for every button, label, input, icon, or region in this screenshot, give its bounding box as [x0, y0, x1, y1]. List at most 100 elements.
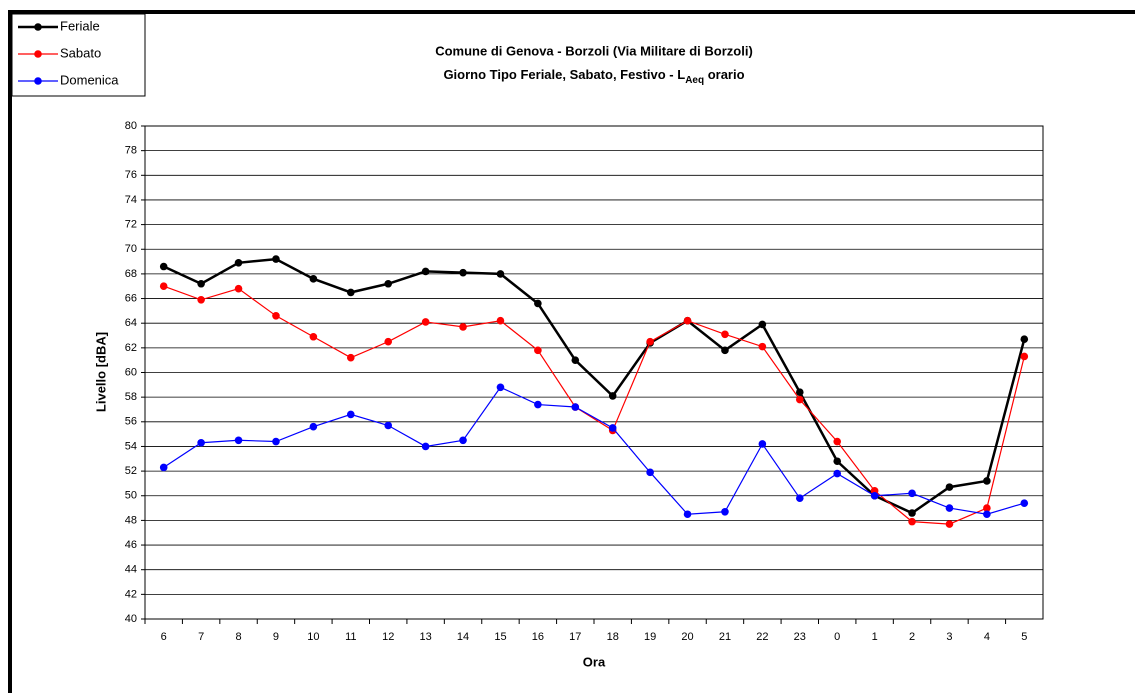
data-point [272, 312, 280, 320]
legend-label: Feriale [60, 18, 100, 33]
x-tick-label: 16 [532, 631, 544, 643]
y-tick-label: 50 [125, 490, 137, 502]
y-tick-label: 48 [125, 514, 137, 526]
data-point [234, 436, 243, 445]
y-tick-label: 70 [125, 243, 137, 255]
x-tick-label: 10 [307, 631, 319, 643]
y-tick-label: 52 [125, 465, 137, 477]
data-point [234, 284, 243, 293]
data-point [983, 504, 991, 512]
data-point [1020, 352, 1029, 361]
data-point [683, 316, 692, 325]
y-tick-label: 44 [125, 564, 137, 576]
data-point [721, 346, 729, 355]
x-tick-label: 0 [834, 631, 840, 643]
legend-marker [34, 23, 42, 31]
data-point [534, 346, 542, 355]
data-point [945, 504, 954, 512]
data-point [608, 424, 617, 432]
data-point [459, 323, 467, 331]
data-point [571, 403, 580, 411]
data-point [870, 491, 879, 500]
data-point [983, 510, 991, 519]
y-axis-label: Livello [dBA] [93, 332, 108, 412]
data-point [833, 457, 842, 466]
data-point [346, 410, 355, 419]
chart-title: Comune di Genova - Borzoli (Via Militare… [435, 43, 753, 58]
data-point [197, 279, 205, 288]
x-tick-label: 13 [420, 631, 432, 643]
subtitle-text: Giorno Tipo Feriale, Sabato, Festivo - L [443, 67, 685, 82]
data-point [534, 299, 542, 308]
x-tick-label: 20 [681, 631, 693, 643]
data-point [309, 275, 318, 283]
legend-label: Domenica [60, 72, 119, 87]
data-point [721, 330, 729, 339]
x-tick-label: 2 [909, 631, 915, 643]
data-point [945, 483, 954, 491]
data-point [795, 395, 804, 404]
y-tick-label: 40 [125, 613, 137, 625]
x-tick-label: 17 [569, 631, 581, 643]
data-point [309, 332, 318, 341]
data-point [646, 337, 654, 346]
data-point [758, 342, 767, 351]
data-point [346, 288, 355, 297]
data-point [908, 517, 916, 526]
y-tick-label: 56 [125, 416, 137, 428]
data-point [833, 437, 842, 446]
series-line [163, 257, 1026, 515]
series-line [163, 386, 1025, 515]
x-tick-label: 12 [382, 631, 394, 643]
data-point [1020, 499, 1029, 507]
data-point [571, 356, 580, 364]
x-tick-label: 4 [984, 631, 990, 643]
y-tick-label: 66 [125, 292, 137, 304]
data-point [833, 469, 842, 478]
legend-marker [34, 50, 42, 58]
x-tick-label: 6 [161, 631, 167, 643]
data-point [496, 270, 505, 278]
subtitle-suffix: orario [704, 67, 745, 82]
y-tick-label: 62 [125, 342, 137, 354]
y-tick-label: 74 [125, 194, 137, 206]
x-tick-label: 23 [794, 631, 806, 643]
x-tick-label: 8 [235, 631, 241, 643]
y-tick-label: 54 [125, 440, 137, 452]
legend-label: Sabato [60, 45, 101, 60]
x-tick-label: 15 [494, 631, 506, 643]
x-tick-label: 5 [1021, 631, 1027, 643]
data-point [683, 510, 692, 519]
data-point [983, 477, 991, 485]
data-point [421, 267, 430, 276]
x-tick-label: 1 [872, 631, 878, 643]
data-point [945, 520, 954, 528]
data-point [272, 437, 280, 446]
data-point [795, 388, 804, 397]
x-tick-label: 7 [198, 631, 204, 643]
y-tick-label: 68 [125, 268, 137, 280]
data-point [272, 255, 280, 263]
frame [8, 10, 1135, 693]
data-point [721, 507, 729, 516]
series-line [163, 285, 1025, 525]
x-tick-label: 19 [644, 631, 656, 643]
data-point [346, 353, 355, 362]
data-point [758, 440, 767, 448]
data-point [496, 383, 505, 392]
x-tick-label: 21 [719, 631, 731, 643]
y-tick-label: 80 [125, 120, 137, 132]
data-point [1020, 335, 1029, 344]
data-point [496, 316, 505, 325]
data-point [384, 421, 393, 430]
data-point [159, 282, 168, 291]
data-point [908, 489, 916, 498]
data-point [459, 436, 467, 445]
chart-subtitle: Giorno Tipo Feriale, Sabato, Festivo - L… [443, 67, 744, 85]
data-point [159, 463, 168, 472]
data-point [309, 422, 318, 431]
data-point [459, 268, 467, 277]
y-tick-label: 72 [125, 219, 137, 231]
y-tick-label: 58 [125, 391, 137, 403]
